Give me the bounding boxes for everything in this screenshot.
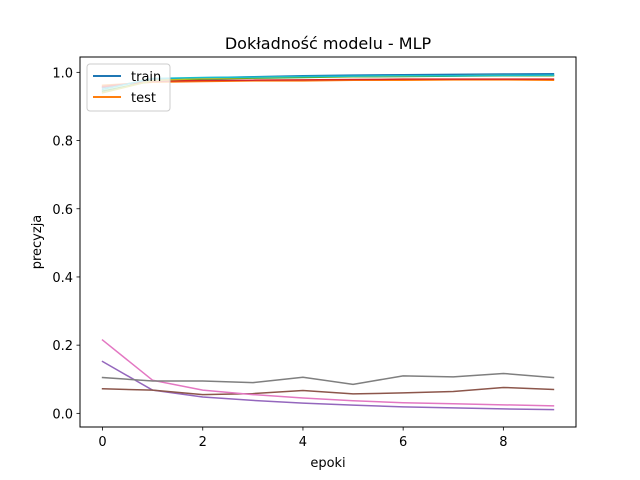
y-tick-label: 1.0 <box>52 66 73 81</box>
series-line-8 <box>101 338 555 407</box>
y-axis: 0.0 0.2 0.4 0.6 0.8 1.0 <box>52 66 80 422</box>
x-tick-label: 6 <box>399 435 407 450</box>
y-tick-label: 0.0 <box>52 407 73 422</box>
chart-title: Dokładność modelu - MLP <box>225 34 432 53</box>
y-tick-label: 0.2 <box>52 339 73 354</box>
y-axis-label: precyzja <box>30 215 45 270</box>
legend-label-train: train <box>131 70 161 85</box>
series-line-3 <box>101 78 555 88</box>
x-tick-label: 2 <box>199 435 207 450</box>
series-line-9 <box>101 372 555 386</box>
series-line-7 <box>101 386 555 396</box>
x-axis: 0 2 4 6 8 <box>98 427 507 450</box>
legend-label-test: test <box>131 91 156 106</box>
x-tick-label: 4 <box>299 435 307 450</box>
x-axis-label: epoki <box>310 456 345 471</box>
series-line-5 <box>101 74 555 91</box>
legend: train test <box>86 63 171 112</box>
x-tick-label: 0 <box>98 435 106 450</box>
series-line-6 <box>101 360 555 411</box>
plot-lines <box>101 72 555 411</box>
y-tick-label: 0.8 <box>52 135 73 150</box>
plot-frame <box>79 56 577 428</box>
x-tick-label: 8 <box>499 435 507 450</box>
y-tick-label: 0.6 <box>52 203 73 218</box>
y-tick-label: 0.4 <box>52 271 73 286</box>
